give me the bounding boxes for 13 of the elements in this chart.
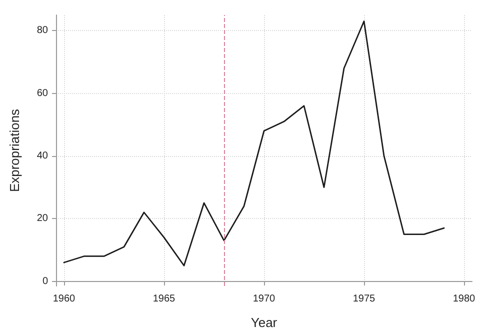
y-tick-label: 20: [36, 213, 48, 224]
x-tick-label: 1975: [352, 294, 376, 304]
y-tick-label: 60: [36, 88, 48, 99]
y-tick-label: 80: [36, 25, 48, 36]
y-axis-title: Expropriations: [7, 108, 22, 192]
y-tick-label: 0: [42, 276, 48, 287]
x-tick-label: 1965: [152, 294, 176, 304]
x-tick-label: 1970: [252, 294, 276, 304]
x-tick-label: 1980: [452, 294, 476, 304]
x-tick-label: 1960: [52, 294, 76, 304]
y-tick-label: 40: [36, 150, 48, 162]
x-axis-title: Year: [250, 315, 278, 330]
line-series: [63, 20, 445, 266]
